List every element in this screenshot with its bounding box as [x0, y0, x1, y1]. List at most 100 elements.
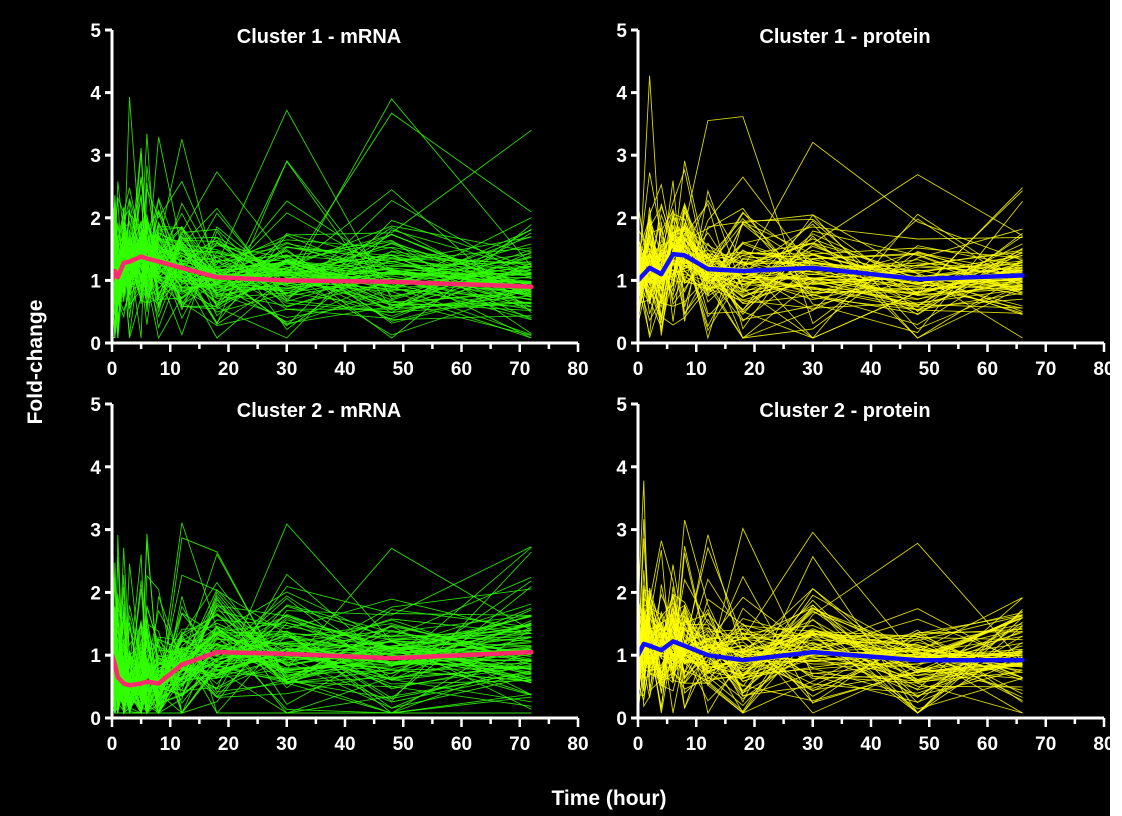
- plot-area-c2-protein: [638, 480, 1025, 715]
- x-tick-label-c2-mrna: 50: [393, 734, 414, 755]
- series-line-c2-mrna: [112, 537, 532, 714]
- series-line-c1-protein: [638, 226, 1023, 309]
- x-tick-label-c2-mrna: 40: [334, 734, 355, 755]
- series-line-c2-mrna: [112, 616, 532, 709]
- y-tick-label-c1-protein: 3: [616, 146, 627, 167]
- y-tick-label-c2-mrna: 3: [90, 521, 101, 542]
- series-line-c1-protein: [638, 189, 1023, 322]
- x-tick-label-c1-protein: 70: [1035, 359, 1056, 380]
- x-axis-title: Time (hour): [551, 787, 666, 810]
- y-tick-label-c1-protein: 2: [616, 209, 627, 230]
- series-line-c2-protein: [638, 591, 1023, 697]
- x-tick-label-c2-protein: 40: [860, 734, 881, 755]
- series-line-c2-protein: [638, 595, 1023, 714]
- x-tick-label-c2-protein: 20: [744, 734, 765, 755]
- x-tick-label-c2-mrna: 20: [218, 734, 239, 755]
- y-tick-label-c2-mrna: 4: [90, 458, 101, 479]
- series-line-c1-mrna: [112, 199, 532, 302]
- series-line-c2-protein: [638, 610, 1023, 665]
- x-tick-label-c1-protein: 60: [977, 359, 998, 380]
- mean-line-c2-mrna: [112, 649, 534, 688]
- series-line-c2-protein: [638, 607, 1023, 692]
- series-line-c2-protein: [638, 607, 1023, 672]
- y-tick-label-c1-mrna: 0: [90, 334, 101, 355]
- x-tick-label-c1-mrna: 50: [393, 359, 414, 380]
- series-line-c1-mrna: [112, 222, 532, 326]
- y-axis-title: Fold-change: [24, 300, 47, 425]
- x-tick-label-c1-protein: 0: [633, 359, 644, 380]
- y-tick-label-c1-protein: 0: [616, 334, 627, 355]
- series-line-c2-protein: [638, 519, 1023, 704]
- y-tick-label-c1-mrna: 5: [90, 21, 101, 42]
- series-line-c2-protein: [638, 625, 1023, 679]
- plot-area-c1-protein: [638, 75, 1025, 340]
- series-line-c1-protein: [638, 214, 1023, 339]
- series-line-c2-protein: [638, 614, 1023, 714]
- series-line-c1-mrna: [112, 112, 532, 332]
- series-line-c2-protein: [638, 542, 1023, 714]
- y-tick-label-c1-mrna: 3: [90, 146, 101, 167]
- series-line-c1-protein: [638, 213, 1023, 332]
- series-line-c2-mrna: [112, 534, 532, 708]
- series-line-c1-protein: [638, 225, 1023, 306]
- y-tick-label-c1-mrna: 1: [90, 271, 101, 292]
- x-tick-label-c1-mrna: 70: [509, 359, 530, 380]
- panel-title-c1-protein: Cluster 1 - protein: [759, 26, 930, 48]
- x-tick-label-c1-protein: 30: [802, 359, 823, 380]
- y-tick-label-c2-protein: 5: [616, 395, 627, 416]
- y-tick-label-c2-protein: 3: [616, 521, 627, 542]
- y-tick-label-c2-mrna: 5: [90, 395, 101, 416]
- series-line-c2-mrna: [112, 595, 532, 714]
- x-tick-label-c1-mrna: 0: [107, 359, 118, 380]
- series-line-c1-protein: [638, 236, 1023, 311]
- series-line-c1-protein: [638, 203, 1023, 330]
- y-tick-label-c2-protein: 4: [616, 458, 627, 479]
- x-tick-label-c1-mrna: 40: [334, 359, 355, 380]
- x-tick-label-c2-protein: 50: [919, 734, 940, 755]
- series-line-c1-protein: [638, 234, 1023, 309]
- x-tick-label-c2-mrna: 70: [509, 734, 530, 755]
- series-line-c1-protein: [638, 213, 1023, 312]
- series-line-c1-protein: [638, 205, 1023, 309]
- series-line-c1-mrna: [112, 165, 532, 317]
- x-tick-label-c1-mrna: 10: [160, 359, 181, 380]
- series-line-c2-mrna: [112, 609, 532, 698]
- series-line-c1-mrna: [112, 206, 532, 320]
- x-tick-label-c1-protein: 20: [744, 359, 765, 380]
- x-tick-label-c2-protein: 30: [802, 734, 823, 755]
- y-tick-label-c1-protein: 1: [616, 271, 627, 292]
- x-tick-label-c1-protein: 50: [919, 359, 940, 380]
- series-line-c1-mrna: [112, 224, 532, 339]
- series-line-c1-mrna: [112, 225, 532, 308]
- plot-area-c1-mrna: [112, 96, 534, 340]
- y-tick-label-c1-mrna: 2: [90, 209, 101, 230]
- x-tick-label-c1-protein: 40: [860, 359, 881, 380]
- panel-title-c1-mrna: Cluster 1 - mRNA: [237, 26, 401, 48]
- mean-line-c2-protein: [638, 639, 1025, 663]
- x-tick-label-c2-mrna: 10: [160, 734, 181, 755]
- x-tick-label-c1-mrna: 30: [276, 359, 297, 380]
- x-tick-label-c2-mrna: 80: [567, 734, 588, 755]
- y-tick-label-c1-protein: 4: [616, 84, 627, 105]
- mean-line-c1-mrna: [112, 254, 534, 289]
- y-tick-label-c2-mrna: 1: [90, 646, 101, 667]
- series-line-c1-protein: [638, 226, 1023, 326]
- mean-line-c1-protein: [638, 251, 1025, 283]
- x-tick-label-c2-protein: 70: [1035, 734, 1056, 755]
- series-line-c2-mrna: [112, 591, 532, 714]
- x-tick-label-c2-protein: 80: [1093, 734, 1110, 755]
- series-line-c1-mrna: [112, 225, 532, 295]
- series-line-c1-mrna: [112, 252, 532, 310]
- panel-title-c2-protein: Cluster 2 - protein: [759, 400, 930, 422]
- series-line-c2-protein: [638, 550, 1023, 714]
- x-tick-label-c2-mrna: 60: [451, 734, 472, 755]
- series-line-c1-protein: [638, 220, 1023, 339]
- x-tick-label-c2-protein: 10: [686, 734, 707, 755]
